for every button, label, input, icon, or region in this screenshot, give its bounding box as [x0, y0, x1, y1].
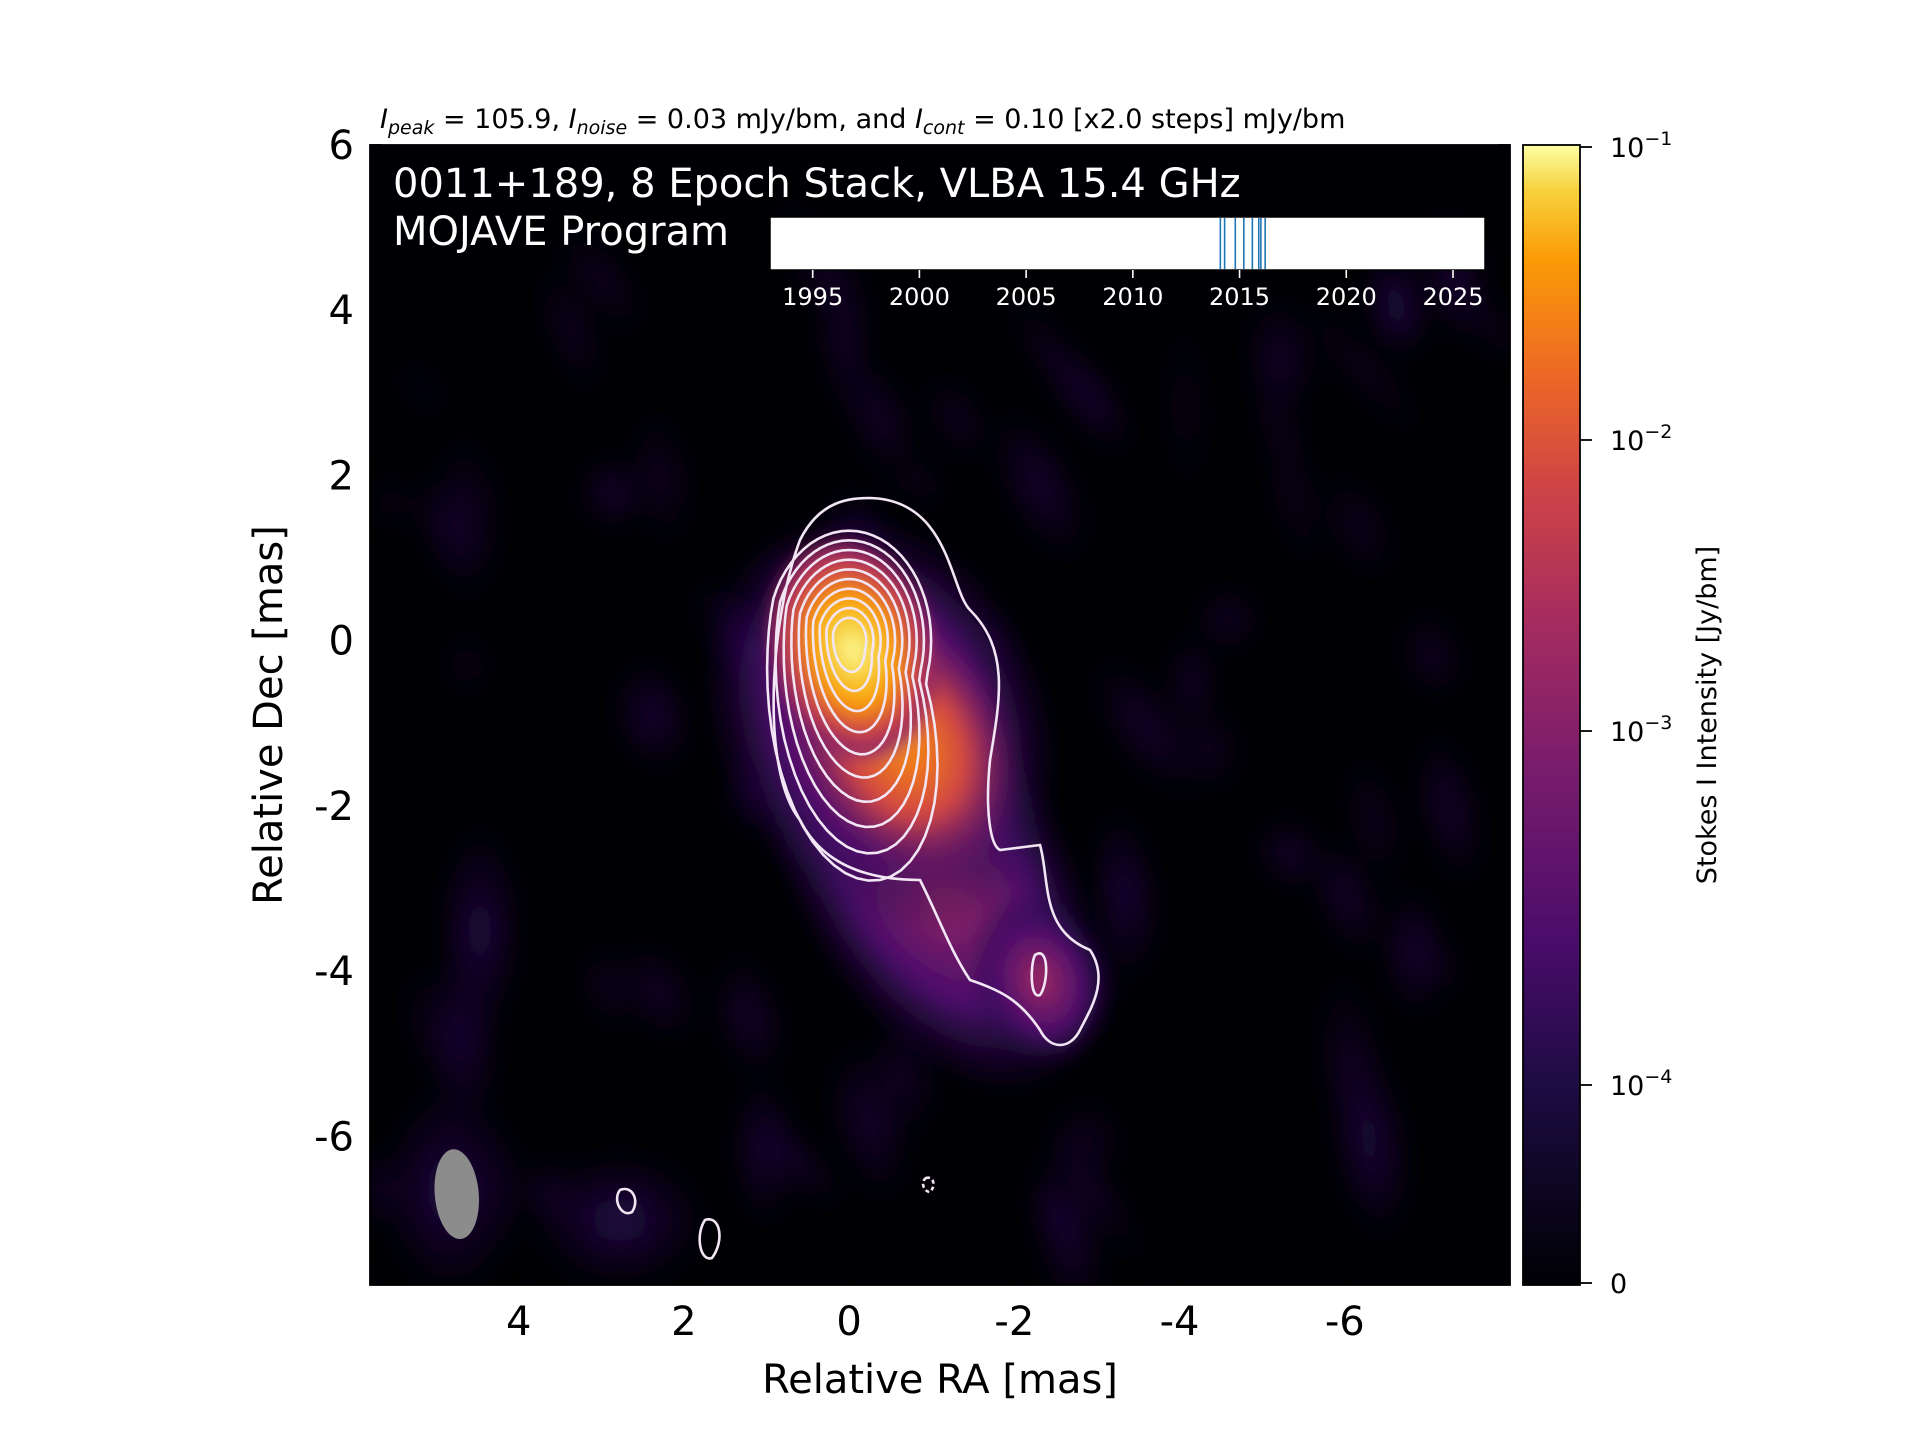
x-axis: 4 2 0 -2 -4 -6 — [506, 145, 1365, 1345]
epoch-tick-label: 2010 — [1102, 283, 1163, 311]
y-tick-label: 0 — [329, 619, 354, 665]
y-tick-label: -4 — [314, 949, 354, 995]
epoch-tick-label: 2005 — [996, 283, 1057, 311]
y-axis-label: Relative Dec [mas] — [246, 525, 292, 905]
epoch-tick-label: 2020 — [1316, 283, 1377, 311]
y-tick-label: 6 — [329, 123, 354, 169]
x-tick-label: -4 — [1160, 1299, 1200, 1345]
y-tick-label: 4 — [329, 288, 354, 334]
contour-level — [811, 587, 890, 734]
contour-level — [765, 529, 939, 882]
colorbar-tick-label: 0 — [1610, 1269, 1627, 1300]
colorbar-ticks: 10−1 10−2 10−3 10−4 0 — [1580, 128, 1672, 1300]
epoch-timeline-inset: 1995 2000 2005 2010 2015 2020 2025 — [769, 216, 1486, 311]
y-axis: 6 4 2 0 -2 -4 -6 — [314, 123, 1510, 1160]
epoch-inset-frame — [769, 216, 1486, 271]
epoch-tick-label: 2000 — [889, 283, 950, 311]
colorbar-tick-label: 10−2 — [1610, 421, 1672, 457]
x-tick-label: 2 — [671, 1299, 696, 1345]
contour-level — [797, 568, 904, 779]
colorbar-tick-label: 10−4 — [1610, 1066, 1672, 1102]
contour-outer-jet — [772, 496, 1100, 1047]
contour-level — [790, 558, 913, 804]
epoch-axis: 1995 2000 2005 2010 2015 2020 2025 — [782, 270, 1484, 311]
contour-level — [818, 597, 882, 713]
colorbar-tick-label: 10−1 — [1610, 128, 1672, 164]
x-tick-label: 4 — [506, 1299, 531, 1345]
contour-level — [804, 577, 897, 756]
x-tick-label: -6 — [1325, 1299, 1365, 1345]
chart-title-line1: 0011+189, 8 Epoch Stack, VLBA 15.4 GHz — [393, 161, 1241, 207]
colorbar-bar — [1522, 144, 1581, 1286]
intensity-map — [370, 145, 1510, 1285]
colorbar-label: Stokes I Intensity [Jy/bm] — [1692, 546, 1723, 884]
epoch-lines — [1219, 218, 1266, 269]
contour-level — [782, 548, 921, 829]
image-stats-header: Ipeak = 105.9, Inoise = 0.03 mJy/bm, and… — [380, 104, 1345, 139]
plot-frame — [369, 144, 1511, 1286]
beam-ellipse — [434, 1149, 480, 1240]
contour-island — [698, 1218, 721, 1260]
epoch-tick-label: 2015 — [1209, 283, 1270, 311]
contour-island — [1030, 952, 1048, 997]
x-tick-label: 0 — [836, 1299, 861, 1345]
chart-title-line2: MOJAVE Program — [393, 209, 729, 255]
y-tick-label: 2 — [329, 453, 354, 499]
epoch-tick-label: 1995 — [782, 283, 843, 311]
contour-island — [615, 1187, 637, 1215]
contour-lines — [615, 496, 1100, 1260]
contour-level — [825, 606, 875, 693]
contour-level — [831, 616, 868, 674]
source-emission — [700, 508, 1113, 1098]
colorbar-tick-label: 10−3 — [1610, 712, 1672, 748]
y-tick-label: -2 — [314, 784, 354, 830]
x-tick-label: -2 — [994, 1299, 1034, 1345]
x-axis-label: Relative RA [mas] — [762, 1357, 1118, 1403]
colorbar: 10−1 10−2 10−3 10−4 0 Stokes I Intensity [Jy… — [1522, 128, 1723, 1300]
epoch-tick-label: 2025 — [1422, 283, 1483, 311]
y-tick-label: -6 — [314, 1114, 354, 1160]
